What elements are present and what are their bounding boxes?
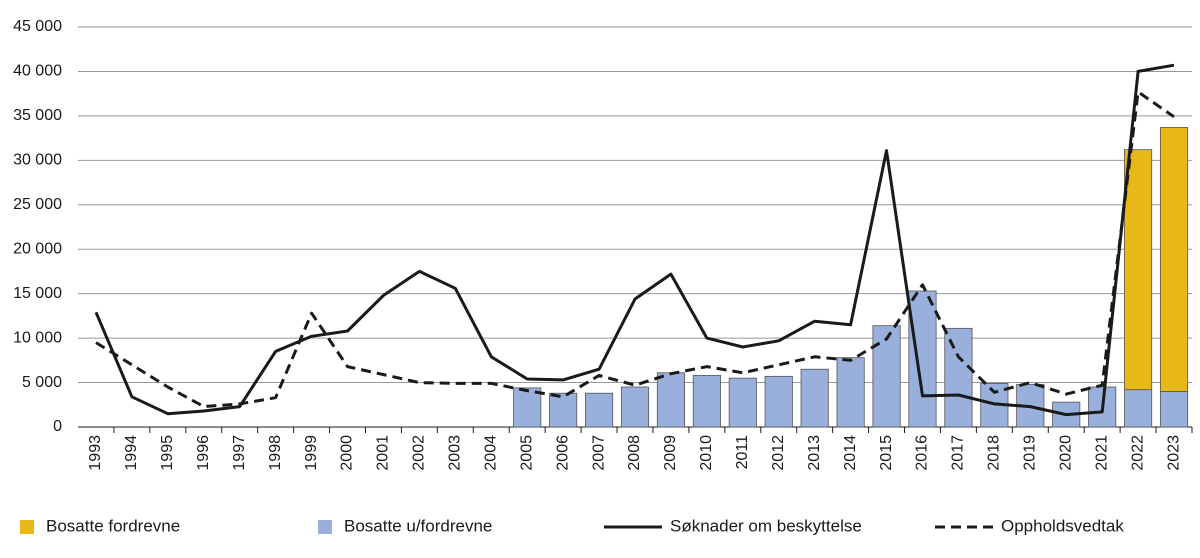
x-tick-label: 1993 bbox=[87, 435, 104, 471]
x-tick-label: 2000 bbox=[339, 435, 356, 471]
x-tick-label: 2014 bbox=[842, 435, 859, 471]
x-tick-label: 2011 bbox=[734, 435, 751, 470]
y-tick-label: 5 000 bbox=[22, 374, 62, 391]
x-tick-label: 2019 bbox=[1022, 435, 1039, 471]
x-tick-label: 2017 bbox=[950, 435, 967, 471]
bar bbox=[585, 392, 614, 428]
bar bbox=[692, 375, 721, 428]
x-tick-label: 2022 bbox=[1129, 435, 1146, 471]
x-tick-label: 2002 bbox=[411, 435, 428, 471]
bar bbox=[549, 392, 578, 428]
x-tick-label: 2013 bbox=[806, 435, 823, 471]
x-tick-label: 2021 bbox=[1093, 435, 1110, 471]
y-tick-label: 0 bbox=[53, 418, 62, 435]
x-tick-label: 2010 bbox=[698, 435, 715, 471]
x-tick-label: 1996 bbox=[195, 435, 212, 471]
x-tick-label: 2001 bbox=[375, 435, 392, 471]
x-tick-label: 2005 bbox=[518, 435, 535, 471]
bar bbox=[836, 357, 865, 428]
y-tick-label: 45 000 bbox=[13, 18, 62, 35]
legend-label: Bosatte u/fordrevne bbox=[344, 516, 492, 535]
bar bbox=[872, 325, 901, 428]
bar bbox=[728, 377, 757, 428]
x-tick-label: 2009 bbox=[662, 435, 679, 471]
x-tick-label: 1994 bbox=[123, 435, 140, 471]
legend-swatch bbox=[20, 520, 34, 534]
x-tick-label: 2016 bbox=[914, 435, 931, 471]
x-tick-label: 2008 bbox=[626, 435, 643, 471]
x-tick-label: 2004 bbox=[482, 435, 499, 471]
line bbox=[94, 63, 1175, 417]
bar bbox=[908, 290, 937, 428]
bar bbox=[656, 372, 685, 428]
y-tick-label: 10 000 bbox=[13, 329, 62, 346]
bar bbox=[944, 327, 973, 428]
x-tick-label: 2007 bbox=[590, 435, 607, 471]
legend-label: Bosatte fordrevne bbox=[46, 516, 180, 535]
x-tick-label: 2018 bbox=[986, 435, 1003, 471]
x-tick-label: 2012 bbox=[770, 435, 787, 471]
legend-swatch bbox=[318, 520, 332, 534]
bar bbox=[1124, 149, 1153, 391]
y-tick-label: 25 000 bbox=[13, 196, 62, 213]
bar bbox=[620, 386, 650, 428]
line bbox=[95, 90, 1175, 409]
x-tick-label: 2006 bbox=[554, 435, 571, 471]
bar bbox=[1159, 391, 1189, 428]
x-tick-label: 2023 bbox=[1165, 435, 1182, 471]
x-tick-label: 1997 bbox=[231, 435, 248, 471]
bar bbox=[1159, 127, 1189, 392]
x-tick-label: 1995 bbox=[159, 435, 176, 471]
y-tick-label: 40 000 bbox=[13, 63, 62, 80]
bar bbox=[764, 375, 793, 428]
x-tick-label: 2015 bbox=[878, 435, 895, 471]
y-tick-label: 20 000 bbox=[13, 240, 62, 257]
legend-label: Søknader om beskyttelse bbox=[670, 516, 862, 535]
x-tick-label: 1998 bbox=[267, 435, 284, 471]
y-tick-label: 35 000 bbox=[13, 107, 62, 124]
y-tick-label: 15 000 bbox=[13, 285, 62, 302]
bar bbox=[513, 387, 542, 428]
legend-label: Oppholdsvedtak bbox=[1001, 516, 1124, 535]
y-tick-label: 30 000 bbox=[13, 152, 62, 169]
bar bbox=[1124, 389, 1153, 428]
x-tick-label: 1999 bbox=[303, 435, 320, 471]
x-tick-label: 2020 bbox=[1057, 435, 1074, 471]
bar bbox=[800, 368, 829, 428]
x-tick-label: 2003 bbox=[447, 435, 464, 471]
